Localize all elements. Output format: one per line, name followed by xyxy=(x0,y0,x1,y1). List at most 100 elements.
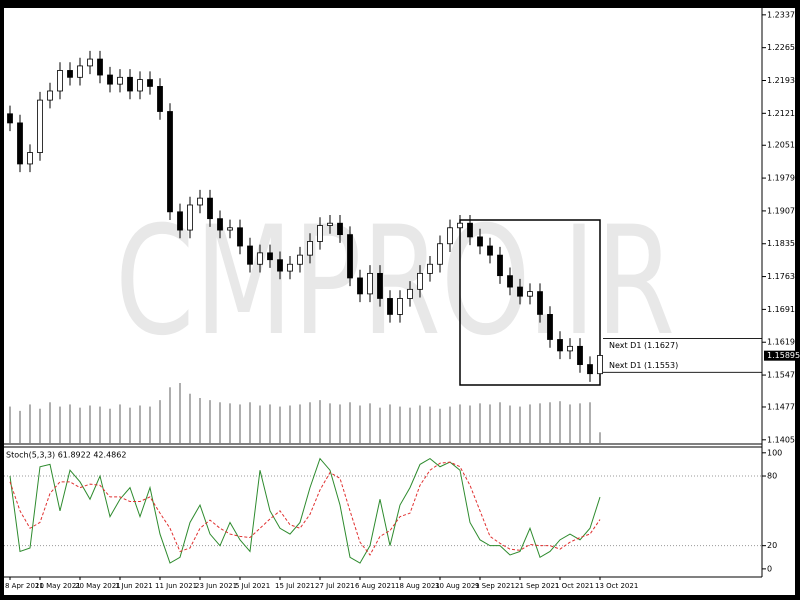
candle-body xyxy=(207,197,213,220)
candle-body xyxy=(287,263,293,272)
candle-body xyxy=(397,298,403,315)
candle-body xyxy=(527,291,533,297)
candle-body xyxy=(107,74,113,85)
x-tick-label: 8 Apr 2021 xyxy=(5,582,44,590)
candle-body xyxy=(467,222,473,238)
candle-body xyxy=(37,99,43,153)
candle-body xyxy=(147,79,153,87)
candle-body xyxy=(57,70,63,92)
y-tick-label: 1.23370 xyxy=(767,10,800,19)
candle-body xyxy=(327,222,333,226)
candle-body xyxy=(77,65,83,78)
candle-body xyxy=(307,241,313,256)
x-tick-label: 21 Sep 2021 xyxy=(515,582,559,590)
candle-body xyxy=(457,222,463,229)
candle-body xyxy=(447,227,453,245)
x-tick-label: 6 Aug 2021 xyxy=(355,582,395,590)
candle-body xyxy=(87,58,93,67)
candle-body xyxy=(347,234,353,279)
y-tick-label: 1.19790 xyxy=(767,174,800,183)
candle-body xyxy=(137,79,143,92)
x-tick-label: 9 Sep 2021 xyxy=(475,582,515,590)
candle-body xyxy=(167,111,173,213)
candle-body xyxy=(197,197,203,206)
candle-body xyxy=(577,345,583,365)
candle-body xyxy=(377,272,383,299)
current-price-label: 1.15895 xyxy=(767,351,800,360)
y-tick-label: 1.17630 xyxy=(767,272,800,281)
x-tick-label: 23 Jun 2021 xyxy=(195,582,237,590)
candle-body xyxy=(387,298,393,315)
candle-body xyxy=(17,122,23,165)
candle-body xyxy=(27,152,33,165)
y-tick-label: 1.14770 xyxy=(767,402,800,411)
x-tick-label: 15 Jul 2021 xyxy=(275,582,315,590)
candle-body xyxy=(597,355,603,375)
x-tick-label: 20 May 2021 xyxy=(75,582,121,590)
candle-body xyxy=(227,227,233,231)
candle-body xyxy=(567,345,573,352)
candle-body xyxy=(547,314,553,340)
candle-body xyxy=(267,252,273,261)
y-tick-label: 1.19070 xyxy=(767,206,800,215)
x-tick-label: 1 Oct 2021 xyxy=(555,582,594,590)
candle-body xyxy=(557,339,563,352)
level-label: Next D1 (1.1553) xyxy=(609,361,678,370)
candle-body xyxy=(247,245,253,265)
y-tick-label: 1.20510 xyxy=(767,141,800,150)
candle-body xyxy=(537,291,543,315)
candle-body xyxy=(297,254,303,265)
stochastic-line xyxy=(9,461,601,556)
candle-body xyxy=(407,288,413,299)
candle-body xyxy=(257,252,263,265)
candle-body xyxy=(417,272,423,290)
x-tick-label: 11 Jun 2021 xyxy=(155,582,197,590)
stochastic-line xyxy=(9,457,601,564)
candle-body xyxy=(507,275,513,288)
y-tick-label: 1.22650 xyxy=(767,43,800,52)
x-tick-label: 13 Oct 2021 xyxy=(595,582,638,590)
candle-body xyxy=(187,204,193,231)
indicator-title: Stoch(5,3,3) 61.8922 42.4862 xyxy=(6,451,126,460)
x-tick-label: 18 Aug 2021 xyxy=(395,582,440,590)
candle-body xyxy=(217,218,223,231)
y-tick-label: 0 xyxy=(767,564,772,573)
candle-body xyxy=(487,245,493,256)
y-tick-label: 1.21930 xyxy=(767,76,800,85)
x-tick-label: 30 Aug 2021 xyxy=(435,582,480,590)
candle-body xyxy=(477,236,483,247)
candle-body xyxy=(337,222,343,236)
candle-body xyxy=(277,259,283,272)
candle-body xyxy=(367,272,373,295)
watermark: CMPRO.IR xyxy=(115,195,675,369)
candle-body xyxy=(517,286,523,297)
candle-body xyxy=(437,243,443,265)
candle-body xyxy=(127,76,133,92)
candle-body xyxy=(237,227,243,247)
y-tick-label: 1.21210 xyxy=(767,109,800,118)
x-tick-label: 10 May 2021 xyxy=(35,582,81,590)
candle-body xyxy=(177,211,183,231)
candle-body xyxy=(317,225,323,242)
x-tick-label: 5 Jul 2021 xyxy=(235,582,270,590)
candle-body xyxy=(97,58,103,76)
candle-body xyxy=(67,70,73,78)
x-tick-label: 27 Jul 2021 xyxy=(315,582,355,590)
y-tick-label: 1.16190 xyxy=(767,338,800,347)
y-tick-label: 80 xyxy=(767,472,777,481)
y-tick-label: 1.14050 xyxy=(767,435,800,444)
level-label: Next D1 (1.1627) xyxy=(609,341,678,350)
current-price-box xyxy=(764,350,797,361)
highlight-box xyxy=(459,219,601,386)
candle-body xyxy=(7,113,13,124)
candle-body xyxy=(427,263,433,274)
x-tick-label: 1 Jun 2021 xyxy=(115,582,153,590)
candle-body xyxy=(497,254,503,277)
y-tick-label: 20 xyxy=(767,541,777,550)
candle-body xyxy=(117,76,123,85)
y-tick-label: 1.16910 xyxy=(767,305,800,314)
candle-body xyxy=(357,277,363,295)
y-tick-label: 1.18350 xyxy=(767,239,800,248)
candle-body xyxy=(47,90,53,101)
